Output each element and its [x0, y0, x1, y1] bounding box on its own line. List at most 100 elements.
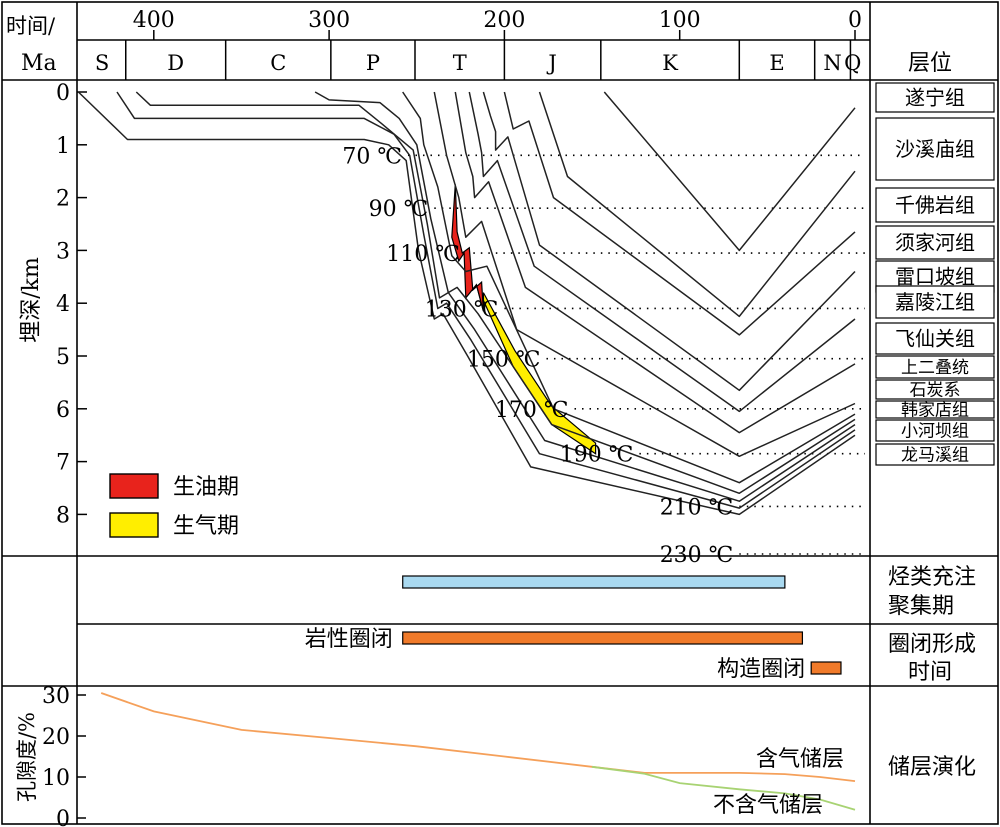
- trap-row-label-line2: 时间: [908, 660, 952, 685]
- time-axis-ticks: 400 300 200 100 0: [133, 8, 862, 40]
- porosity-curve-1: [100, 692, 856, 782]
- depth-tick-label: 8: [56, 503, 70, 528]
- structural-trap-label: 构造圈闭: [717, 657, 805, 682]
- horizon-box: [875, 322, 995, 355]
- period-label: J: [546, 51, 556, 75]
- horizon-box: [875, 379, 995, 400]
- period-label: E: [769, 51, 784, 75]
- porosity-curve-label: 不含气储层: [713, 793, 823, 818]
- depth-tick-label: 6: [56, 398, 70, 423]
- time-tick-label: 200: [483, 8, 525, 33]
- burial-curve-7: [433, 91, 856, 458]
- porosity-axis-label: 孔隙度/%: [15, 712, 39, 802]
- horizon-box: [875, 355, 995, 379]
- horizon-box: [875, 285, 995, 319]
- time-tick-label: 0: [848, 8, 862, 33]
- lithologic-trap-label: 岩性圈闭: [305, 627, 393, 652]
- burial-curve-4: [482, 91, 856, 392]
- burial-curves: [77, 91, 856, 516]
- depth-tick-label: 7: [56, 451, 70, 476]
- hydrocarbon-charging-row: 烃类充注 聚集期: [402, 565, 976, 619]
- burial-curve-11: [116, 91, 856, 509]
- horizon-label-column: 遂宁组沙溪庙组千佛岩组须家河组雷口坡组嘉陵江组飞仙关组上二叠统石炭系韩家店组小河…: [875, 82, 995, 466]
- reservoir-row-label: 储层演化: [888, 755, 976, 780]
- structural-trap-bar: [810, 661, 842, 675]
- period-label: P: [366, 51, 380, 75]
- horizon-label: 上二叠统: [901, 358, 969, 378]
- depth-tick-label: 0: [56, 81, 70, 106]
- isotherm-label: 210 ℃: [660, 495, 734, 520]
- legend-gas-swatch: [109, 512, 159, 538]
- isotherm-label: 90 ℃: [369, 197, 429, 222]
- time-tick-label: 400: [133, 8, 175, 33]
- oil-window-area: [451, 184, 484, 312]
- horizon-label: 韩家店组: [901, 401, 969, 421]
- time-axis-label-line2: Ma: [21, 51, 57, 76]
- burial-curve-6: [454, 91, 856, 434]
- time-tick-label: 100: [659, 8, 701, 33]
- horizon-label: 千佛岩组: [895, 193, 975, 217]
- isotherm-label: 70 ℃: [342, 144, 402, 169]
- porosity-tick-label: 30: [42, 684, 70, 709]
- horizon-box: [875, 82, 995, 113]
- depth-tick-label: 5: [56, 345, 70, 370]
- period-label: K: [662, 51, 678, 75]
- period-label: N: [823, 51, 841, 75]
- charging-label-line2: 聚集期: [888, 594, 954, 619]
- horizon-label: 雷口坡组: [895, 265, 975, 289]
- isotherm-labels: 70 ℃ 90 ℃ 110 ℃ 130 ℃ 150 ℃ 170 ℃ 190 ℃ 210 ℃ 23…: [342, 144, 733, 568]
- period-label: D: [167, 51, 184, 75]
- trap-row-label-line1: 圈闭形成: [888, 632, 976, 657]
- horizon-box: [875, 117, 995, 181]
- horizon-box: [875, 419, 995, 442]
- legend: 生油期 生气期: [109, 473, 239, 539]
- horizon-label: 遂宁组: [905, 86, 965, 110]
- horizon-label: 石炭系: [910, 381, 961, 401]
- period-label: Q: [844, 51, 861, 75]
- depth-axis-ticks: 0 1 2 3 4 5 6 7 8: [56, 81, 87, 528]
- time-tick-label: 300: [308, 8, 350, 33]
- isotherm-label: 130 ℃: [425, 297, 499, 322]
- depth-axis-label: 埋深/km: [19, 257, 44, 343]
- porosity-tick-label: 0: [56, 807, 70, 827]
- time-axis-label-line1: 时间/: [6, 14, 56, 38]
- burial-curve-9: [314, 91, 856, 495]
- burial-curve-3: [503, 91, 856, 336]
- horizon-label: 须家河组: [895, 231, 975, 255]
- legend-gas-label: 生气期: [173, 514, 239, 539]
- porosity-tick-label: 20: [42, 725, 70, 750]
- horizon-label: 小河坝组: [901, 422, 969, 442]
- charging-period-bar: [402, 575, 786, 589]
- depth-tick-label: 4: [56, 292, 70, 317]
- horizon-box: [875, 187, 995, 223]
- charging-label-line1: 烃类充注: [888, 565, 976, 590]
- period-label: S: [95, 51, 109, 75]
- horizon-label: 飞仙关组: [895, 327, 975, 351]
- period-label: T: [453, 51, 467, 75]
- depth-tick-label: 1: [56, 134, 70, 159]
- isotherm-label: 230 ℃: [660, 543, 734, 568]
- horizon-label: 沙溪庙组: [895, 137, 975, 161]
- horizon-box: [875, 225, 995, 260]
- depth-tick-label: 2: [56, 187, 70, 212]
- lithologic-trap-bar: [402, 631, 804, 645]
- porosity-tick-label: 10: [42, 766, 70, 791]
- period-label: C: [270, 51, 286, 75]
- burial-curve-12: [77, 91, 856, 516]
- burial-curve-8: [402, 91, 856, 484]
- isotherm-label: 110 ℃: [386, 242, 460, 267]
- depth-tick-label: 3: [56, 239, 70, 264]
- legend-oil-swatch: [109, 473, 159, 499]
- isotherm-label: 170 ℃: [495, 398, 569, 423]
- burial-curve-1: [603, 91, 856, 252]
- horizon-column-header: 层位: [908, 51, 952, 76]
- isotherm-label: 150 ℃: [467, 348, 541, 373]
- porosity-curve-label: 含气储层: [756, 747, 844, 772]
- porosity-curve-2: [591, 765, 856, 811]
- isotherm-label: 190 ℃: [560, 443, 634, 468]
